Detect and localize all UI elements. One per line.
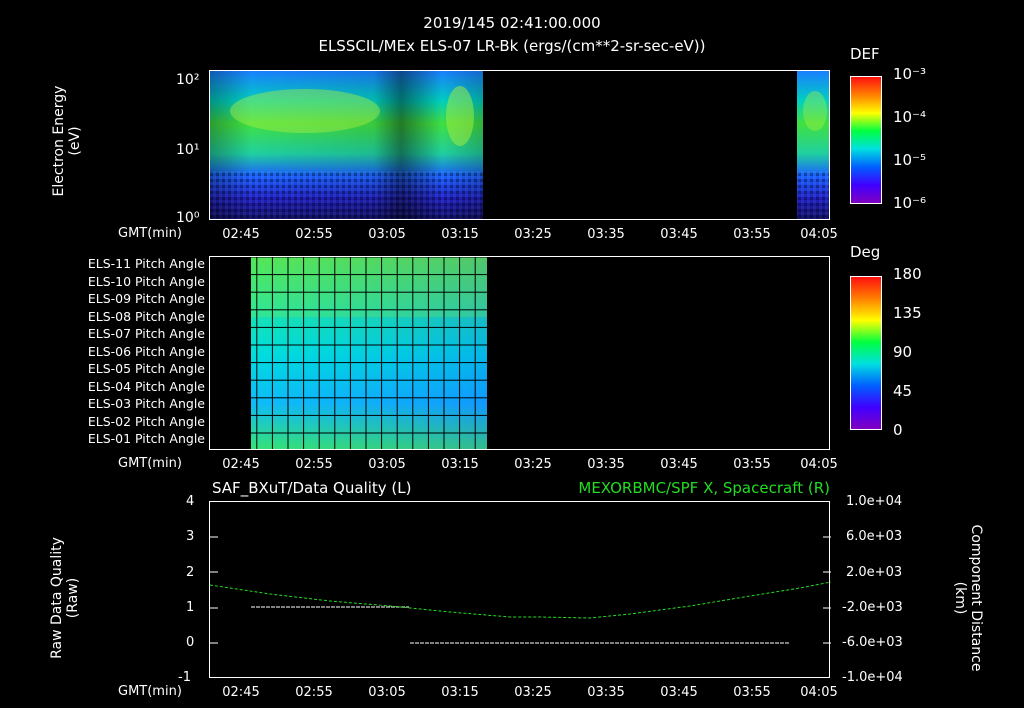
def-colorbar-title: DEF [850,45,880,63]
quality-left-title: SAF_BXuT/Data Quality (L) [212,479,412,497]
energy-xticks: 02:45 02:55 03:05 03:15 03:25 03:35 03:4… [209,227,837,243]
quality-right-title: MEXORBMC/SPF X, Spacecraft (R) [578,479,830,497]
def-tick: 10⁻³ [893,65,927,83]
energy-ylabel: Electron Energy (eV) [51,66,83,216]
xtick: 03:55 [733,227,771,242]
xtick: 04:05 [800,685,838,700]
deg-tick: 45 [893,382,913,400]
pitch-row-labels: ELS-11 Pitch Angle ELS-10 Pitch Angle EL… [0,256,205,446]
ytick-right: 2.0e+03 [846,565,903,580]
energy-ytick-1: 10⁰ [176,210,200,226]
plot-timestamp: 2019/145 02:41:00.000 [423,14,601,32]
ytick-left: 3 [186,529,195,544]
row-label: ELS-02 Pitch Angle [87,413,205,429]
row-label: ELS-07 Pitch Angle [87,326,205,341]
row-label: ELS-05 Pitch Angle [87,361,205,376]
row-label: ELS-03 Pitch Angle [87,396,205,411]
quality-lines [210,536,831,644]
energy-ylabel-line1: Electron Energy [51,85,67,197]
xtick: 04:05 [800,227,838,242]
xtick: 03:25 [514,685,552,700]
xtick: 03:25 [514,457,552,472]
def-tick: 10⁻⁴ [893,108,927,126]
xtick: 03:55 [733,685,771,700]
xtick: 03:35 [587,685,625,700]
ylabel-left-line1: Raw Data Quality [49,537,65,659]
xtick: 03:15 [441,457,479,472]
xtick: 03:05 [368,685,406,700]
row-label: ELS-10 Pitch Angle [87,273,205,289]
energy-ytick-10: 10¹ [176,142,200,158]
deg-tick: 0 [893,421,903,439]
deg-colorbar-title: Deg [850,243,881,261]
xtick: 03:35 [587,457,625,472]
deg-tick: 135 [893,304,922,322]
def-colorbar [850,76,882,204]
energy-ylabel-line2: (eV) [67,126,83,156]
xtick: 03:55 [733,457,771,472]
ytick-right: -6.0e+03 [842,635,903,650]
deg-colorbar [850,276,882,430]
quality-xaxis-label: GMT(min) [118,684,182,699]
energy-ytick-100: 10² [176,72,200,88]
xtick: 03:45 [660,227,698,242]
def-tick: 10⁻⁶ [893,194,927,212]
energy-xaxis-label: GMT(min) [118,226,182,241]
xtick: 03:05 [368,227,406,242]
xtick: 03:15 [441,227,479,242]
ytick-left: 0 [186,635,195,650]
xtick: 02:55 [295,685,333,700]
ytick-right: 1.0e+04 [846,494,903,509]
quality-plot [209,501,831,678]
def-tick: 10⁻⁵ [893,151,927,169]
quality-panel: SAF_BXuT/Data Quality (L) MEXORBMC/SPF X… [0,470,1024,708]
row-label: ELS-01 Pitch Angle [87,431,205,446]
quality-ylabel-left: Raw Data Quality (Raw) [49,513,81,683]
energy-spectrogram-image [210,71,829,219]
ytick-right: -1.0e+04 [842,670,903,685]
pitch-angle-panel: ELS-11 Pitch Angle ELS-10 Pitch Angle EL… [0,243,1024,473]
xtick: 03:25 [514,227,552,242]
ylabel-right-line2: (km) [952,581,968,615]
row-label: ELS-11 Pitch Angle [87,256,205,271]
row-label: ELS-08 Pitch Angle [87,308,205,324]
deg-tick: 180 [893,265,922,283]
row-label: ELS-06 Pitch Angle [87,343,205,359]
pitch-angle-image [251,257,487,449]
ytick-right: -2.0e+03 [842,600,903,615]
row-label: ELS-04 Pitch Angle [87,378,205,394]
xtick: 02:45 [222,457,260,472]
energy-spectrogram-plot [209,70,830,220]
pitch-xticks: 02:45 02:55 03:05 03:15 03:25 03:35 03:4… [209,457,837,473]
ylabel-right-line1: Component Distance [968,524,984,672]
xtick: 03:45 [660,685,698,700]
xtick: 03:15 [441,685,479,700]
ytick-left: 2 [186,565,195,580]
row-label: ELS-09 Pitch Angle [87,291,205,306]
xtick: 02:45 [222,227,260,242]
ytick-left: 4 [186,494,195,509]
ylabel-left-line2: (Raw) [65,577,81,619]
xtick: 02:55 [295,227,333,242]
xtick: 04:05 [800,457,838,472]
quality-ylabel-right: Component Distance (km) [952,508,984,688]
deg-tick: 90 [893,343,913,361]
ytick-left: -1 [178,670,191,685]
pitch-angle-plot [209,256,830,450]
ytick-left: 1 [186,600,195,615]
xtick: 02:55 [295,457,333,472]
quality-xticks: 02:45 02:55 03:05 03:15 03:25 03:35 03:4… [209,685,837,701]
xtick: 03:45 [660,457,698,472]
spacecraft-x-line [210,581,831,619]
xtick: 03:05 [368,457,406,472]
plot-subtitle: ELSSCIL/MEx ELS-07 LR-Bk (ergs/(cm**2-sr… [318,37,706,55]
pitch-xaxis-label: GMT(min) [118,456,182,471]
xtick: 02:45 [222,685,260,700]
ytick-right: 6.0e+03 [846,529,903,544]
energy-spectrogram-panel: Electron Energy (eV) 10² 10¹ 10⁰ [0,45,1024,250]
xtick: 03:35 [587,227,625,242]
